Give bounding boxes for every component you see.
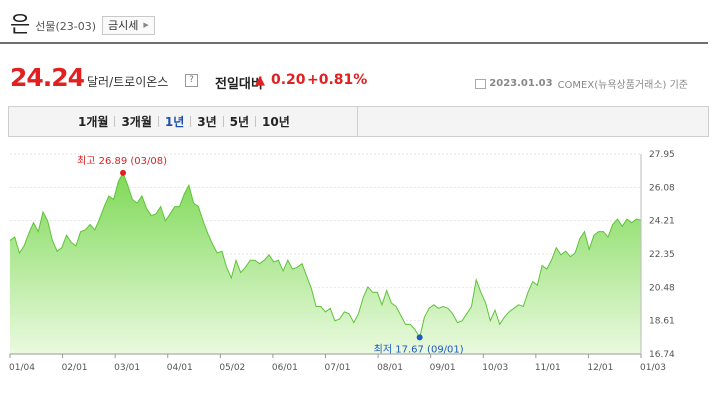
tab-separator — [157, 116, 159, 127]
x-tick-label: 01/04 — [9, 363, 35, 373]
current-price: 24.24 — [10, 63, 85, 92]
x-tick-label: 02/01 — [62, 363, 88, 373]
price-area — [10, 172, 641, 354]
chevron-right-icon: ▶ — [143, 21, 149, 29]
y-tick-label: 22.35 — [649, 250, 675, 260]
up-triangle-icon: ▲ — [255, 73, 265, 88]
y-tick-label: 24.21 — [649, 217, 675, 227]
y-tick-label: 26.08 — [649, 183, 675, 193]
x-tick-label: 08/01 — [377, 363, 403, 373]
x-tick-label: 01/03 — [640, 363, 666, 373]
tab-separator — [114, 116, 116, 127]
high-point-marker — [120, 169, 127, 176]
price-chart-svg: 27.95 26.08 24.21 22.35 20.48 18.61 16.74 01/04… — [9, 150, 675, 373]
x-tick-label: 03/01 — [114, 363, 140, 373]
change-value: 0.20 — [271, 72, 306, 88]
quote-button[interactable]: 금시세 ▶ — [102, 15, 155, 35]
tab-period[interactable]: 1개월 — [78, 115, 109, 129]
tab-period[interactable]: 3년 — [197, 115, 217, 129]
x-tick-label: 06/01 — [272, 363, 298, 373]
tab-period[interactable]: 10년 — [262, 115, 290, 129]
calendar-icon — [475, 78, 487, 89]
change-label: 전일대비 — [215, 77, 263, 92]
period-tabs: 1개월 3개월 1년 3년 5년 10년 — [8, 106, 709, 137]
high-label: 최고 26.89 (03/08) — [77, 155, 167, 167]
price-line — [9, 171, 642, 339]
tab-separator — [255, 116, 257, 127]
price-summary: 24.24 달러/트로이온스 ? 전일대비 ▲ 0.20 +0.81% 2023… — [10, 63, 700, 93]
quote-source: COMEX(뉴욕상품거래소) 기준 — [557, 80, 688, 91]
x-tick-label: 09/01 — [430, 363, 456, 373]
x-tick-label: 10/03 — [482, 363, 508, 373]
x-tick-label: 11/01 — [535, 363, 561, 373]
price-unit: 달러/트로이온스 — [87, 75, 169, 89]
low-point-marker — [416, 334, 423, 341]
quote-info: 2023.01.03 COMEX(뉴욕상품거래소) 기준 — [475, 76, 688, 91]
quote-date: 2023.01.03 — [489, 78, 553, 89]
period-tab-list: 1개월 3개월 1년 3년 5년 10년 — [9, 107, 358, 136]
change-percent: +0.81% — [307, 72, 368, 88]
y-tick-label: 27.95 — [649, 150, 675, 160]
contract-subtitle: 선물(23-03) — [35, 19, 97, 33]
page-header: 은 선물(23-03) 금시세 ▶ — [10, 8, 155, 38]
tab-separator — [190, 116, 192, 127]
help-icon[interactable]: ? — [185, 74, 198, 87]
y-tick-label: 20.48 — [649, 283, 675, 293]
y-tick-label: 18.61 — [649, 317, 675, 327]
low-label: 최저 17.67 (09/01) — [374, 343, 464, 355]
tab-period[interactable]: 1년 — [164, 115, 185, 129]
tab-period[interactable]: 3개월 — [121, 115, 152, 129]
x-tick-label: 04/01 — [167, 363, 193, 373]
tab-period[interactable]: 5년 — [229, 115, 250, 129]
y-tick-label: 16.74 — [649, 350, 675, 360]
x-tick-label: 07/01 — [325, 363, 351, 373]
header-divider — [0, 42, 708, 44]
quote-button-label: 금시세 — [108, 19, 139, 32]
x-tick-label: 12/01 — [587, 363, 613, 373]
x-tick-label: 05/02 — [219, 363, 245, 373]
commodity-title: 은 — [10, 13, 30, 38]
price-chart: 27.95 26.08 24.21 22.35 20.48 18.61 16.74 01/04… — [0, 140, 720, 415]
tab-separator — [222, 116, 224, 127]
